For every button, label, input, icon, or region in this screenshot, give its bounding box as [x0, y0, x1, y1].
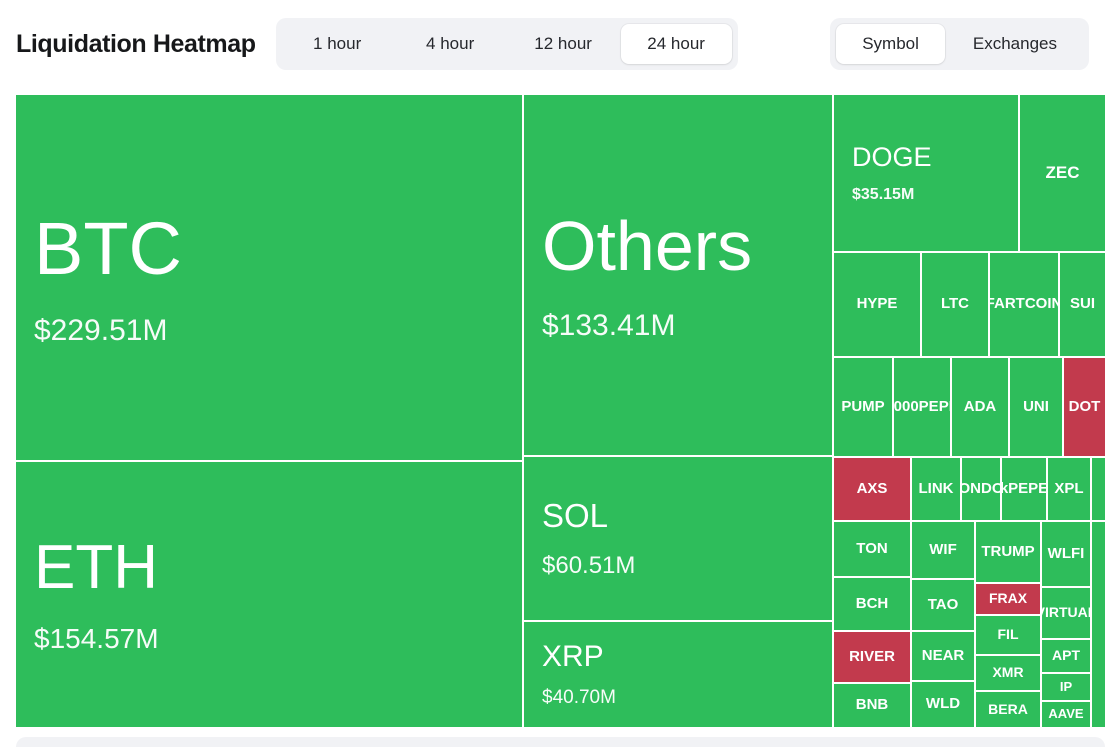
cell-symbol: TON [856, 539, 888, 557]
treemap-cell-dot[interactable]: DOT [1064, 358, 1105, 456]
cell-symbol: AXS [856, 479, 888, 497]
treemap-cell-spacer[interactable] [1092, 522, 1105, 727]
cell-symbol: LINK [918, 479, 954, 497]
tab-exchanges[interactable]: Exchanges [972, 34, 1057, 54]
treemap-cell-wld[interactable]: WLD [912, 682, 974, 727]
treemap-cell-uni[interactable]: UNI [1010, 358, 1062, 456]
cell-symbol: ONDO [962, 479, 1000, 497]
treemap-cell-doge[interactable]: DOGE $35.15M [834, 95, 1018, 251]
treemap-cell-bch[interactable]: BCH [834, 578, 910, 630]
cell-value: $40.70M [542, 687, 616, 709]
treemap-cell-river[interactable]: RIVER [834, 632, 910, 682]
treemap-cell-spacer[interactable] [1092, 458, 1105, 520]
cell-symbol: HYPE [856, 295, 898, 313]
treemap-cell-axs[interactable]: AXS [834, 458, 910, 520]
cell-symbol: WIF [929, 540, 957, 558]
header: Liquidation Heatmap 1 hour 4 hour 12 hou… [16, 0, 1089, 88]
treemap-cell-ltc[interactable]: LTC [922, 253, 988, 356]
bottom-panel-edge [16, 737, 1105, 747]
cell-symbol: DOT [1068, 397, 1101, 415]
treemap-cell-1000pepe[interactable]: 1000PEPE [894, 358, 950, 456]
treemap-cell-btc[interactable]: BTC $229.51M [16, 95, 522, 460]
cell-value: $229.51M [34, 313, 168, 347]
cell-value: $35.15M [852, 185, 915, 203]
cell-symbol: XRP [542, 640, 604, 674]
treemap-cell-ondo[interactable]: ONDO [962, 458, 1000, 520]
tab-1-hour[interactable]: 1 hour [313, 34, 362, 54]
cell-symbol: BCH [855, 594, 889, 612]
cell-symbol: APT [1052, 647, 1080, 664]
cell-symbol: BTC [34, 207, 182, 291]
treemap-cell-zec[interactable]: ZEC [1020, 95, 1105, 251]
cell-symbol: WLFI [1047, 544, 1085, 562]
page-title: Liquidation Heatmap [16, 29, 256, 58]
treemap-cell-eth[interactable]: ETH $154.57M [16, 462, 522, 727]
treemap-cell-sui[interactable]: SUI [1060, 253, 1105, 356]
view-mode-tabs: Symbol Exchanges [830, 18, 1089, 70]
cell-symbol: RIVER [849, 647, 895, 665]
cell-symbol: FIL [997, 626, 1019, 643]
tab-12-hour[interactable]: 12 hour [534, 34, 592, 54]
treemap-cell-xmr[interactable]: XMR [976, 656, 1040, 690]
treemap-cell-virtual[interactable]: VIRTUAL [1042, 588, 1090, 638]
treemap-cell-tao[interactable]: TAO [912, 580, 974, 630]
cell-symbol: BERA [988, 700, 1028, 717]
cell-symbol: ADA [963, 397, 997, 415]
cell-symbol: XMR [992, 664, 1024, 681]
treemap-cell-fartcoin[interactable]: FARTCOIN [990, 253, 1058, 356]
treemap-cell-sol[interactable]: SOL $60.51M [524, 457, 832, 620]
treemap-cell-bnb[interactable]: BNB [834, 684, 910, 727]
treemap-cell-ada[interactable]: ADA [952, 358, 1008, 456]
treemap-cell-apt[interactable]: APT [1042, 640, 1090, 672]
liquidation-treemap: BTC $229.51M ETH $154.57M Others $133.41M SOL $… [16, 95, 1105, 727]
cell-symbol: DOGE [852, 141, 932, 172]
cell-symbol: PUMP [841, 397, 885, 415]
treemap-cell-xpl[interactable]: XPL [1048, 458, 1090, 520]
treemap-cell-wif[interactable]: WIF [912, 522, 974, 578]
treemap-cell-fil[interactable]: FIL [976, 616, 1040, 654]
cell-symbol: LTC [940, 295, 970, 313]
cell-symbol: XPL [1054, 479, 1084, 497]
cell-symbol: kPEPE [1002, 479, 1046, 497]
cell-symbol: WLD [925, 695, 961, 713]
treemap-cell-bera[interactable]: BERA [976, 692, 1040, 727]
cell-symbol: TRUMP [981, 542, 1035, 560]
treemap-cell-wlfi[interactable]: WLFI [1042, 522, 1090, 586]
cell-symbol: TAO [927, 595, 959, 613]
cell-symbol: ZEC [1045, 162, 1080, 182]
time-range-tabs: 1 hour 4 hour 12 hour 24 hour [275, 18, 738, 70]
treemap-cell-hype[interactable]: HYPE [834, 253, 920, 356]
cell-symbol: IP [1059, 678, 1073, 694]
cell-symbol: Others [542, 207, 753, 285]
treemap-cell-ton[interactable]: TON [834, 522, 910, 576]
cell-symbol: UNI [1023, 397, 1049, 415]
cell-symbol: 1000PEPE [894, 397, 950, 415]
cell-symbol: SOL [542, 496, 609, 534]
cell-symbol: ETH [34, 533, 158, 602]
treemap-cell-near[interactable]: NEAR [912, 632, 974, 680]
treemap-cell-ip[interactable]: IP [1042, 674, 1090, 700]
treemap-cell-pump[interactable]: PUMP [834, 358, 892, 456]
cell-value: $154.57M [34, 623, 159, 655]
cell-symbol: FRAX [988, 590, 1028, 607]
tab-symbol[interactable]: Symbol [836, 24, 945, 64]
cell-symbol: FARTCOIN [990, 295, 1058, 313]
cell-symbol: VIRTUAL [1042, 604, 1090, 621]
cell-symbol: BNB [855, 696, 889, 714]
treemap-cell-trump[interactable]: TRUMP [976, 522, 1040, 582]
treemap-cell-aave[interactable]: AAVE [1042, 702, 1090, 727]
cell-symbol: SUI [1069, 295, 1095, 313]
cell-symbol: NEAR [921, 646, 965, 664]
tab-4-hour[interactable]: 4 hour [426, 34, 475, 54]
treemap-cell-xrp[interactable]: XRP $40.70M [524, 622, 832, 727]
tab-24-hour[interactable]: 24 hour [620, 24, 732, 64]
cell-symbol: AAVE [1048, 706, 1084, 722]
cell-value: $133.41M [542, 309, 676, 342]
cell-value: $60.51M [542, 551, 636, 579]
treemap-cell-frax[interactable]: FRAX [976, 584, 1040, 614]
treemap-cell-link[interactable]: LINK [912, 458, 960, 520]
treemap-cell-kpepe[interactable]: kPEPE [1002, 458, 1046, 520]
treemap-cell-others[interactable]: Others $133.41M [524, 95, 832, 455]
